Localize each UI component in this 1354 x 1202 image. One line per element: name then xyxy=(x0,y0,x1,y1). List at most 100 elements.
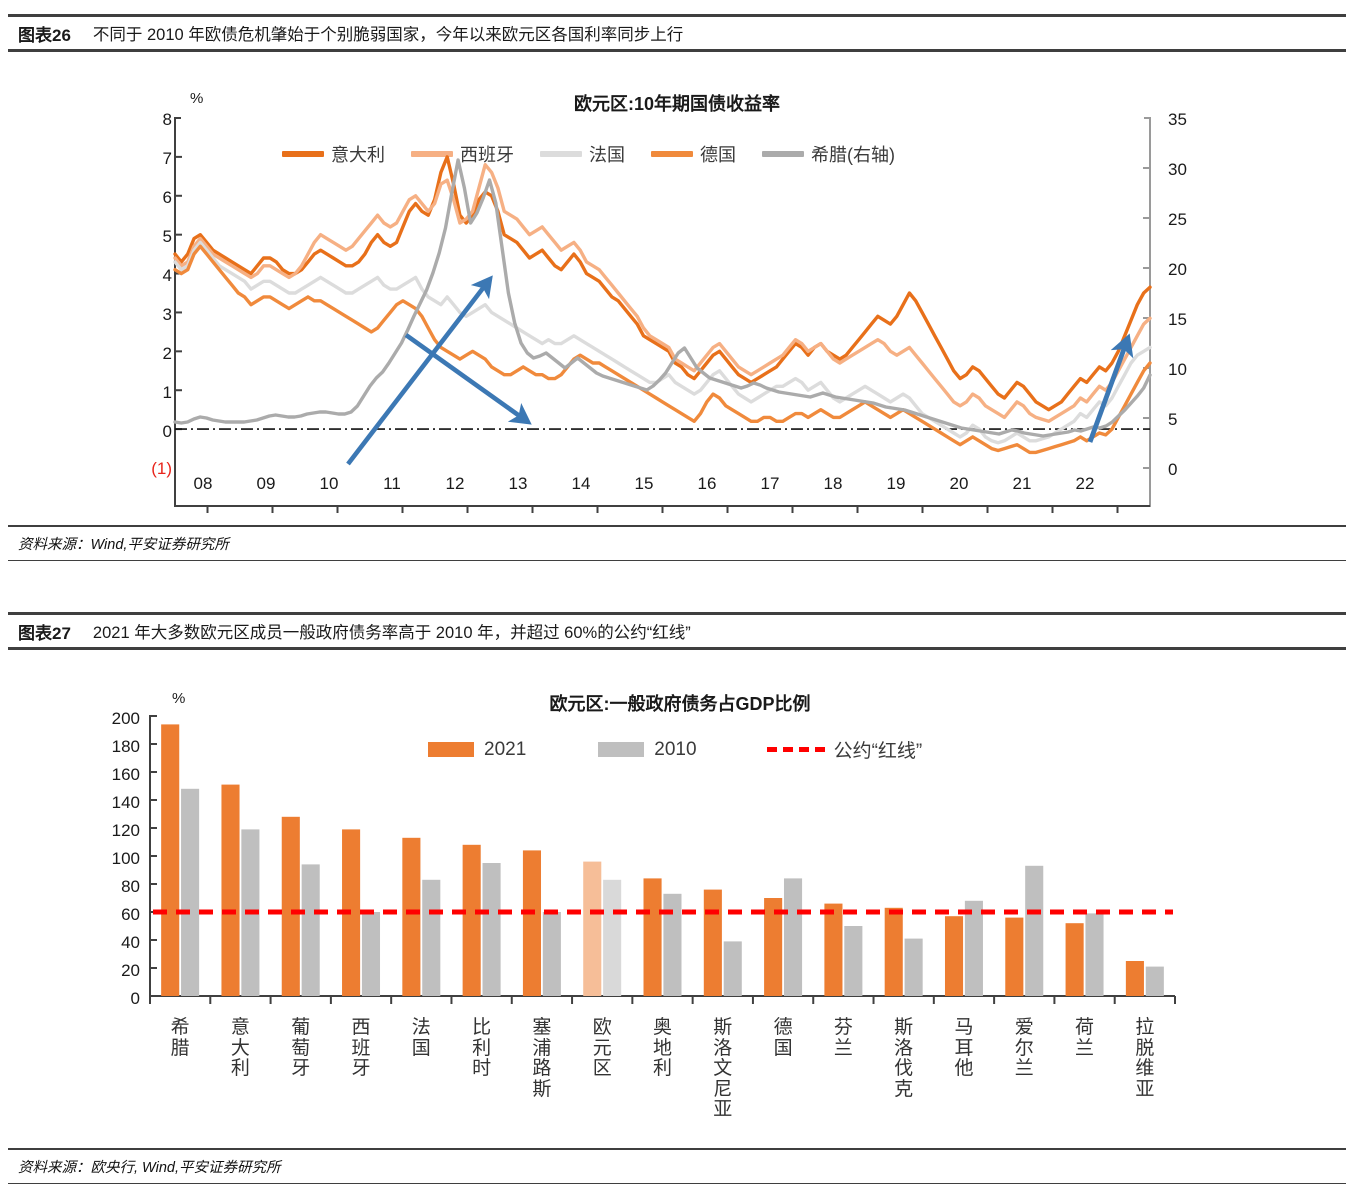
bar-ytick-20: 20 xyxy=(121,961,140,980)
exhibit-27-source-row: 资料来源：欧央行, Wind,平安证券研究所 xyxy=(8,1148,1346,1184)
bar-category-label: 拉脱维亚 xyxy=(1135,1017,1155,1100)
bar-2010 xyxy=(844,926,863,996)
line-ytick-neg1: (1) xyxy=(151,459,172,478)
line-ytick-4: 4 xyxy=(162,266,172,285)
bar-category-label: 奥地利 xyxy=(652,1017,672,1080)
bar-2021 xyxy=(643,878,662,996)
exhibit-27-title: 2021 年大多数欧元区成员一般政府债务率高于 2010 年，并超过 60%的公… xyxy=(92,624,691,642)
legend-swatch-2021 xyxy=(428,742,474,757)
legend-item-2021: 2021 xyxy=(428,739,526,761)
line-xtick-21: 21 xyxy=(1012,474,1032,493)
exhibit-27-header: 图表27 2021 年大多数欧元区成员一般政府债务率高于 2010 年，并超过 … xyxy=(8,612,1346,650)
legend-swatch-germany xyxy=(651,151,693,157)
bar-2021 xyxy=(221,784,240,996)
line-chart-y-unit: % xyxy=(190,90,204,107)
bar-category-label: 马耳他 xyxy=(954,1017,974,1080)
bar-category-label: 法国 xyxy=(411,1017,431,1059)
line-ytick-3: 3 xyxy=(162,305,172,324)
line-xtick-16: 16 xyxy=(697,474,717,493)
exhibit-26-source-row: 资料来源：Wind,平安证券研究所 xyxy=(8,525,1346,561)
bar-chart-y-unit: % xyxy=(172,690,186,707)
bar-ytick-60: 60 xyxy=(121,905,140,924)
legend-swatch-france xyxy=(540,151,582,157)
line-ytick-2: 2 xyxy=(162,344,172,363)
legend-swatch-greece xyxy=(762,151,804,157)
line-ytick-7: 7 xyxy=(162,149,172,168)
exhibit-26-title: 不同于 2010 年欧债危机肇始于个别脆弱国家，今年以来欧元区各国利率同步上行 xyxy=(92,26,684,44)
bar-ytick-80: 80 xyxy=(121,877,140,896)
line-ytick-5: 5 xyxy=(162,227,172,246)
bar-ytick-200: 200 xyxy=(111,709,140,728)
bar-2021 xyxy=(884,907,903,996)
line-chart-title: 欧元区:10年期国债收益率 xyxy=(573,94,780,114)
legend-item-threshold: 公约“红线” xyxy=(766,736,922,763)
legend-label-greece: 希腊(右轴) xyxy=(811,145,895,165)
line-xtick-08: 08 xyxy=(193,474,213,493)
bar-2021 xyxy=(402,837,421,996)
line-y2tick-15: 15 xyxy=(1168,310,1187,329)
bar-category-label: 斯洛文尼亚 xyxy=(713,1017,733,1121)
bar-2021 xyxy=(462,844,481,996)
line-y2tick-35: 35 xyxy=(1168,110,1187,129)
bar-2010 xyxy=(542,912,561,996)
bar-ytick-40: 40 xyxy=(121,933,140,952)
line-xtick-14: 14 xyxy=(571,474,591,493)
bar-2021 xyxy=(944,916,964,996)
bar-category-label: 葡萄牙 xyxy=(291,1017,311,1080)
bar-2021 xyxy=(1125,961,1144,996)
exhibit-26-number: 图表26 xyxy=(18,25,71,45)
exhibit-26-source: 资料来源：Wind,平安证券研究所 xyxy=(18,537,229,553)
exhibit-26-header: 图表26 不同于 2010 年欧债危机肇始于个别脆弱国家，今年以来欧元区各国利率… xyxy=(8,14,1346,52)
line-chart-yields: 欧元区:10年期国债收益率 % 意大利 西班牙 法国 德国 希 xyxy=(0,60,1354,515)
line-y2tick-20: 20 xyxy=(1168,260,1187,279)
legend-item-2010: 2010 xyxy=(598,739,697,761)
line-y2tick-25: 25 xyxy=(1168,210,1187,229)
bar-2010 xyxy=(783,878,803,996)
legend-label-france: 法国 xyxy=(589,145,625,165)
bar-2010 xyxy=(181,788,200,996)
bar-category-label: 塞浦路斯 xyxy=(532,1017,552,1100)
bar-ytick-120: 120 xyxy=(111,821,140,840)
bar-2010 xyxy=(603,879,622,996)
bar-ytick-100: 100 xyxy=(111,849,140,868)
legend-label-spain: 西班牙 xyxy=(460,145,514,165)
bar-2010 xyxy=(301,864,320,996)
line-xtick-09: 09 xyxy=(256,474,276,493)
line-ytick-8: 8 xyxy=(162,110,172,129)
line-ytick-0: 0 xyxy=(162,422,172,441)
line-ytick-6: 6 xyxy=(162,188,172,207)
bar-category-label: 德国 xyxy=(773,1017,793,1059)
legend-item-germany: 德国 xyxy=(651,141,736,167)
line-xtick-18: 18 xyxy=(823,474,843,493)
line-xtick-13: 13 xyxy=(508,474,528,493)
bar-2021 xyxy=(342,829,361,996)
bar-category-label: 荷兰 xyxy=(1075,1017,1095,1059)
bar-ytick-180: 180 xyxy=(111,737,140,756)
bar-chart-debt: 欧元区:一般政府债务占GDP比例 % 2021 2010 公约“红线” 200 … xyxy=(0,668,1354,1138)
bar-category-label: 芬兰 xyxy=(833,1017,853,1059)
bar-2010 xyxy=(904,938,923,996)
bar-2021 xyxy=(1005,917,1024,996)
line-xtick-10: 10 xyxy=(319,474,339,493)
legend-item-spain: 西班牙 xyxy=(411,141,514,167)
bar-2021 xyxy=(824,903,843,996)
bar-category-label: 意大利 xyxy=(230,1017,250,1080)
legend-swatch-italy xyxy=(282,151,324,157)
bar-2010 xyxy=(964,900,983,996)
bar-2021 xyxy=(1065,923,1084,996)
exhibit-27-number: 图表27 xyxy=(18,623,71,643)
line-y2tick-30: 30 xyxy=(1168,160,1187,179)
legend-item-italy: 意大利 xyxy=(282,141,385,167)
line-xtick-20: 20 xyxy=(949,474,969,493)
legend-label-italy: 意大利 xyxy=(331,145,385,165)
line-y2tick-0: 0 xyxy=(1168,460,1178,479)
bar-2021 xyxy=(161,724,180,996)
bar-category-label: 爱尔兰 xyxy=(1014,1017,1034,1080)
line-chart-plot xyxy=(173,117,1152,513)
line-chart-legend: 意大利 西班牙 法国 德国 希腊(右轴) xyxy=(282,141,921,167)
line-xtick-19: 19 xyxy=(886,474,906,493)
exhibit-27-source: 资料来源：欧央行, Wind,平安证券研究所 xyxy=(18,1160,281,1176)
line-xtick-15: 15 xyxy=(634,474,654,493)
legend-swatch-spain xyxy=(411,151,453,157)
